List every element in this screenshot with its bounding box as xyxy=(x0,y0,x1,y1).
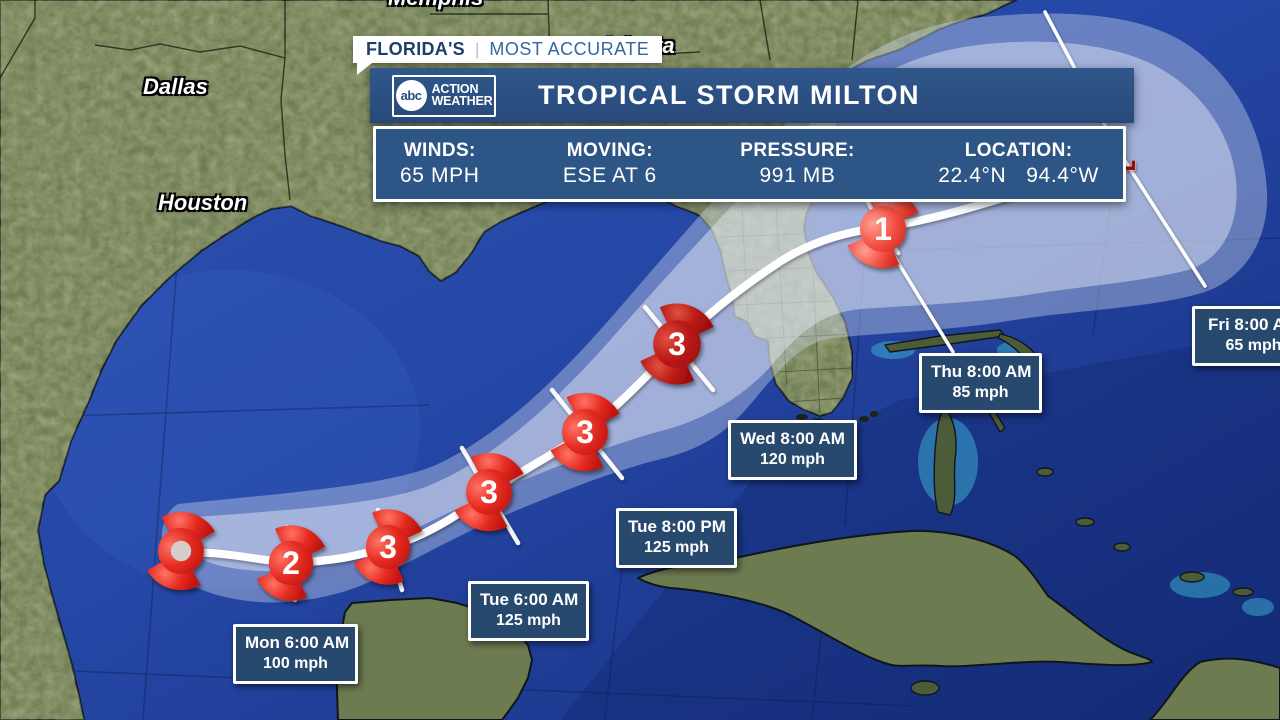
title-bar: abc ACTION WEATHER TROPICAL STORM MILTON xyxy=(370,68,1134,123)
location-value: 22.4°N 94.4°W xyxy=(938,164,1099,188)
logo-weather: WEATHER xyxy=(431,93,493,108)
forecast-time: Tue 6:00 AM xyxy=(480,590,579,609)
station-tagline-banner: FLORIDA'S | MOST ACCURATE xyxy=(353,36,663,75)
stat-pressure: PRESSURE: 991 MB xyxy=(740,140,854,189)
pressure-value: 991 MB xyxy=(759,164,836,188)
logo-action: ACTION xyxy=(431,81,479,96)
storm-marker-cat3-a: 3 xyxy=(337,496,439,598)
forecast-wind: 120 mph xyxy=(760,451,825,469)
forecast-wind: 125 mph xyxy=(496,612,561,630)
pressure-label: PRESSURE: xyxy=(740,139,855,161)
forecast-time: Fri 8:00 AM xyxy=(1207,315,1280,334)
logo-text: ACTION WEATHER xyxy=(431,81,493,108)
storm-marker-cat1: 1 xyxy=(831,177,935,281)
cuba xyxy=(637,529,1153,668)
forecast-label-tue-pm: Tue 8:00 PM 125 mph xyxy=(616,508,737,568)
storm-title: TROPICAL STORM MILTON xyxy=(538,80,920,110)
city-label-memphis: Memphis xyxy=(388,0,483,11)
cat3-number: 3 xyxy=(576,414,594,450)
location-label: LOCATION: xyxy=(964,139,1073,161)
storm-track-line xyxy=(159,150,1117,567)
forecast-time: Tue 8:00 PM xyxy=(628,517,726,536)
winds-value: 65 MPH xyxy=(400,164,480,188)
cat1-number: 1 xyxy=(874,211,892,247)
forecast-label-wed: Wed 8:00 AM 120 mph xyxy=(728,420,857,480)
forecast-wind: 125 mph xyxy=(644,539,709,557)
city-label-dallas: Dallas xyxy=(143,74,208,99)
city-label-houston: Houston xyxy=(158,190,248,215)
stat-moving: MOVING: ESE AT 6 xyxy=(563,140,657,189)
location-lon: 94.4°W xyxy=(1026,164,1099,188)
moving-value: ESE AT 6 xyxy=(562,164,657,188)
storm-marker-cat3-c: 3 xyxy=(532,379,638,485)
storm-marker-current xyxy=(127,497,235,605)
tagline-secondary: MOST ACCURATE xyxy=(489,39,650,59)
stat-winds: WINDS: 65 MPH xyxy=(400,140,479,189)
abc-action-weather-logo: abc ACTION WEATHER xyxy=(392,74,496,117)
forecast-label-thu: Thu 8:00 AM 85 mph xyxy=(919,353,1042,413)
location-lat: 22.4°N xyxy=(938,164,1007,188)
forecast-label-mon: Mon 6:00 AM 100 mph xyxy=(233,624,358,684)
cat3-number: 3 xyxy=(668,326,686,362)
storm-stats-panel: WINDS: 65 MPH MOVING: ESE AT 6 PRESSURE:… xyxy=(373,126,1126,202)
abc-logo-icon: abc xyxy=(395,80,427,111)
winds-label: WINDS: xyxy=(403,139,476,161)
cat3-number: 3 xyxy=(379,529,397,565)
forecast-time: Thu 8:00 AM xyxy=(931,362,1032,381)
tagline-divider: | xyxy=(474,39,480,59)
forecast-wind: 65 mph xyxy=(1225,337,1280,355)
forecast-time: Mon 6:00 AM xyxy=(245,633,350,652)
storm-marker-cat2: 2 xyxy=(240,512,342,614)
forecast-time: Wed 8:00 AM xyxy=(740,429,845,448)
forecast-label-fri: Fri 8:00 AM 65 mph xyxy=(1192,306,1280,366)
storm-marker-cat3-b: 3 xyxy=(436,439,542,545)
cat2-number: 2 xyxy=(282,545,300,581)
stat-location: LOCATION: 22.4°N 94.4°W xyxy=(938,140,1099,189)
ocean-deep-shade xyxy=(560,330,1280,720)
cat3-number: 3 xyxy=(480,474,498,510)
forecast-label-tue-am: Tue 6:00 AM 125 mph xyxy=(468,581,589,641)
tagline-primary: FLORIDA'S xyxy=(366,39,465,59)
forecast-wind: 100 mph xyxy=(263,655,328,673)
moving-label: MOVING: xyxy=(566,139,653,161)
gulf-shelf-light xyxy=(40,270,420,590)
forecast-wind: 85 mph xyxy=(952,384,1009,402)
hispaniola xyxy=(1149,657,1280,720)
storm-marker-cat3-d: 3 xyxy=(623,290,731,398)
